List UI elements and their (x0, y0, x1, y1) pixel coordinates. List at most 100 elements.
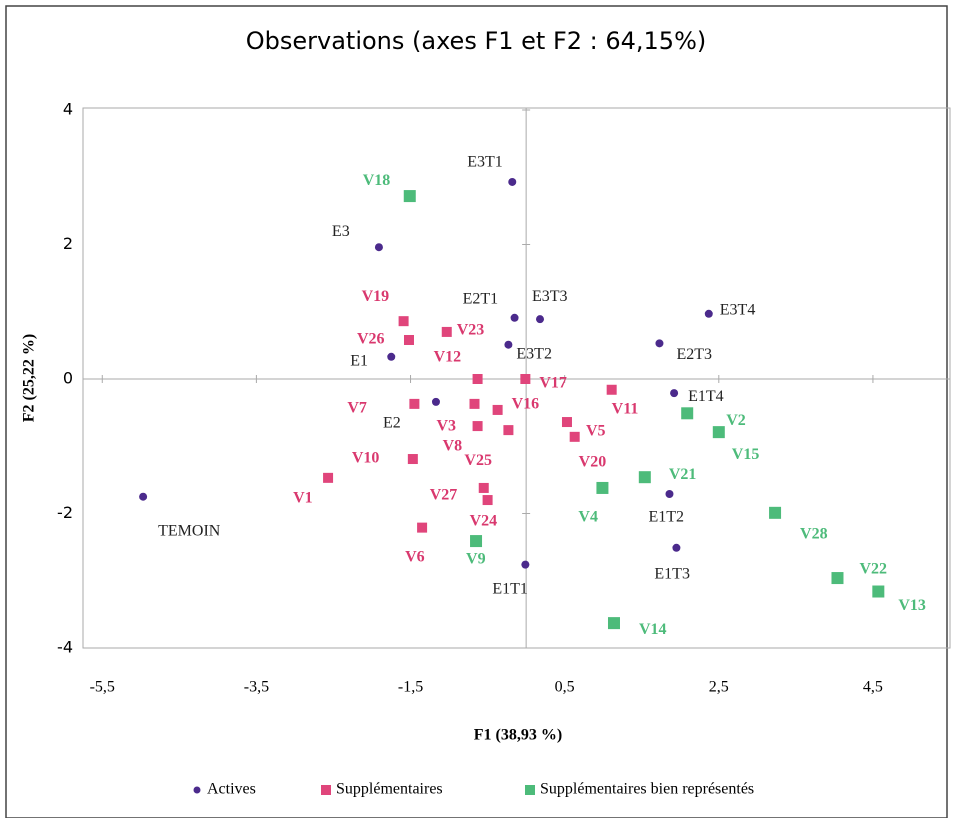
point-label: V27 (430, 487, 458, 504)
point (639, 471, 651, 483)
y-tick-label: 4 (63, 100, 73, 119)
point-label: V3 (436, 418, 456, 435)
point (521, 561, 529, 569)
point-label: V17 (539, 375, 567, 392)
point-label: V16 (512, 396, 540, 413)
point (872, 586, 884, 598)
point (511, 314, 519, 322)
point-label: V22 (859, 561, 887, 578)
point (508, 178, 516, 186)
point-label: V18 (363, 172, 391, 189)
x-tick-label: 0,5 (555, 679, 575, 696)
x-tick-label: -1,5 (398, 679, 423, 696)
plot-area (83, 108, 950, 648)
point-label: V5 (586, 423, 606, 440)
x-tick-label: -3,5 (244, 679, 269, 696)
point-label: V2 (726, 412, 746, 429)
point (375, 243, 383, 251)
point-label: V10 (352, 450, 380, 467)
point (323, 473, 333, 483)
point (479, 483, 489, 493)
point-label: E2T3 (676, 346, 712, 363)
point-label: E3T3 (532, 288, 568, 305)
legend-label: Supplémentaires (336, 781, 443, 798)
point (399, 316, 409, 326)
x-tick-label: 2,5 (709, 679, 729, 696)
frame (6, 6, 947, 818)
point (713, 426, 725, 438)
point (442, 327, 452, 337)
y-axis-label: F2 (25,22 %) (21, 334, 38, 422)
point (608, 617, 620, 629)
point (504, 341, 512, 349)
point (417, 523, 427, 533)
point (670, 389, 678, 397)
x-tick-label: -5,5 (90, 679, 115, 696)
point-label: V19 (362, 288, 390, 305)
legend-marker (321, 785, 331, 795)
point-label: V26 (357, 331, 385, 348)
point-label: E1T3 (654, 565, 690, 582)
legend-marker (194, 787, 201, 794)
point-label: E2 (383, 415, 401, 432)
point (705, 310, 713, 318)
point (831, 572, 843, 584)
y-tick-label: -4 (57, 638, 73, 657)
point (483, 495, 493, 505)
point-label: E3T4 (720, 301, 756, 318)
point-label: V14 (639, 621, 667, 638)
point-label: V11 (612, 400, 639, 417)
point (570, 432, 580, 442)
point (607, 385, 617, 395)
point (469, 399, 479, 409)
point-label: E1T4 (688, 388, 724, 405)
point (473, 421, 483, 431)
point (473, 374, 483, 384)
point (536, 315, 544, 323)
chart-title: Observations (axes F1 et F2 : 64,15%) (246, 27, 707, 55)
point (503, 425, 513, 435)
point-label: V9 (466, 551, 486, 568)
point-label: E1T2 (648, 509, 684, 526)
point-label: V28 (800, 525, 828, 542)
point-label: E3T2 (516, 345, 552, 362)
y-tick-label: -2 (57, 503, 73, 522)
y-tick-label: 0 (63, 369, 73, 388)
point-label: E3 (332, 223, 350, 240)
point (387, 353, 395, 361)
point (562, 417, 572, 427)
point (672, 544, 680, 552)
point-label: V1 (293, 490, 313, 507)
chart: Observations (axes F1 et F2 : 64,15%) F1… (0, 0, 953, 818)
point (139, 493, 147, 501)
point-label: V24 (470, 513, 498, 530)
point-label: V25 (464, 452, 492, 469)
point-label: E1 (350, 352, 368, 369)
point (665, 490, 673, 498)
point-label: E3T1 (467, 154, 503, 171)
point (409, 399, 419, 409)
point-label: V13 (898, 597, 926, 614)
y-tick-label: 2 (63, 234, 73, 253)
point-label: V7 (347, 400, 367, 417)
legend-marker (525, 785, 535, 795)
point-label: TEMOIN (158, 522, 221, 539)
point-label: V21 (669, 466, 697, 483)
point-label: V6 (405, 548, 425, 565)
x-tick-label: 4,5 (863, 679, 883, 696)
point (493, 405, 503, 415)
point (596, 482, 608, 494)
point-label: V23 (457, 322, 485, 339)
point (470, 535, 482, 547)
point (655, 339, 663, 347)
point-label: E2T1 (463, 290, 499, 307)
point (408, 454, 418, 464)
point-label: V8 (443, 438, 463, 455)
point (404, 190, 416, 202)
point-label: E1T1 (492, 580, 528, 597)
point-label: V12 (434, 349, 462, 366)
point-label: V15 (732, 446, 760, 463)
point-label: V4 (578, 509, 598, 526)
point (404, 335, 414, 345)
legend-label: Supplémentaires bien représentés (540, 781, 754, 798)
